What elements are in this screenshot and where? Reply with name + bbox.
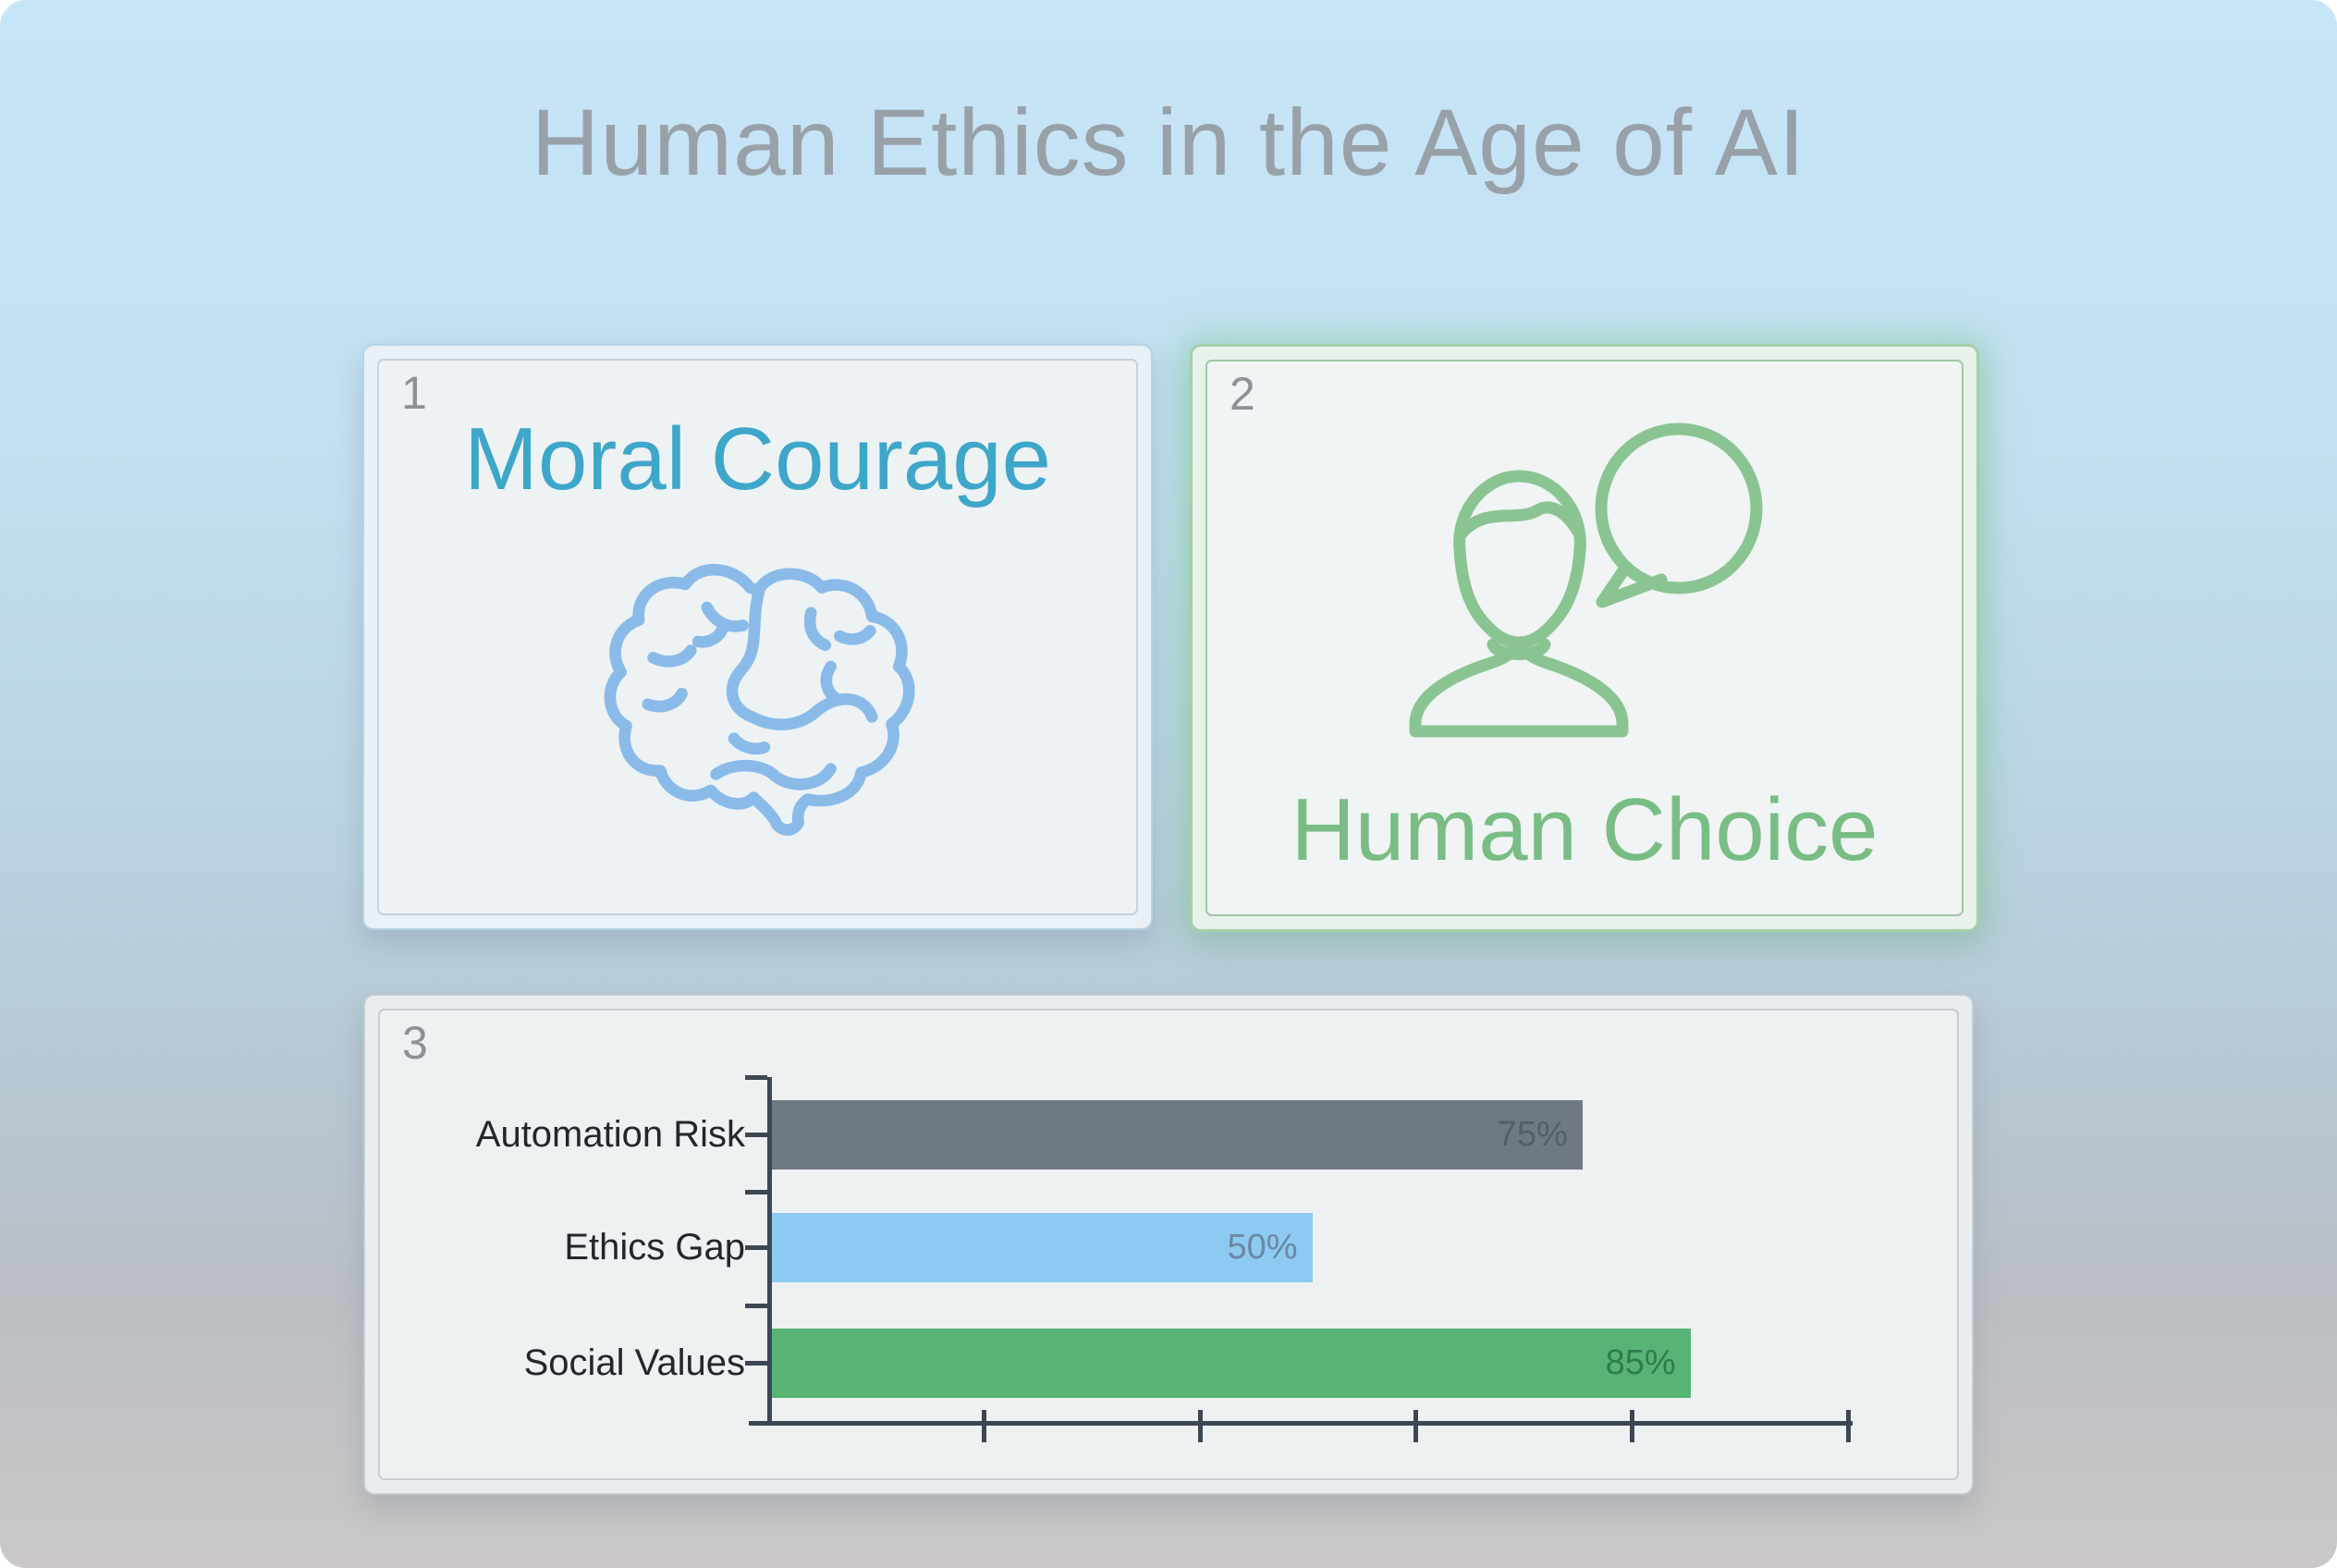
x-axis-line	[749, 1421, 1853, 1426]
slide-title: Human Ethics in the Age of AI	[531, 90, 1806, 195]
bar	[772, 1100, 1583, 1170]
bar-value-label: 75%	[1497, 1115, 1568, 1154]
card-number: 2	[1230, 368, 1255, 420]
bar-value-label: 85%	[1605, 1343, 1676, 1382]
category-label: Ethics Gap	[564, 1227, 745, 1268]
y-axis-line	[767, 1077, 772, 1426]
card-title-moral-courage: Moral Courage	[464, 410, 1051, 508]
card-number: 1	[401, 367, 427, 419]
card-human-choice: 2 Human Choice	[1190, 344, 1979, 932]
card-number: 3	[402, 1017, 428, 1069]
card-moral-courage: 1 Moral Courage	[362, 344, 1153, 930]
horizontal-bar-chart: 75% Automation Risk 50% Ethics Gap 85% Social…	[380, 1011, 1957, 1478]
person-speech-bubble-icon	[1409, 423, 1763, 738]
card-bar-chart: 3 75% Automation Risk 50% Ethics Gap 85% Soci…	[363, 994, 1974, 1495]
category-label: Automation Risk	[475, 1114, 745, 1155]
y-axis-tick	[745, 1361, 767, 1366]
bar	[772, 1329, 1691, 1398]
bar-value-label: 50%	[1227, 1228, 1298, 1267]
y-axis-tick	[745, 1304, 767, 1308]
x-axis-tick	[1630, 1410, 1635, 1442]
y-axis-tick	[745, 1190, 767, 1194]
card-title-human-choice: Human Choice	[1291, 780, 1878, 879]
x-axis-tick	[981, 1410, 986, 1442]
card-bar-chart-inner: 3 75% Automation Risk 50% Ethics Gap 85% Soci…	[378, 1009, 1959, 1480]
y-axis-tick	[745, 1075, 767, 1080]
y-axis-tick	[745, 1133, 767, 1137]
card-moral-courage-inner: 1 Moral Courage	[377, 359, 1138, 915]
category-label: Social Values	[523, 1342, 745, 1383]
bar	[772, 1213, 1313, 1282]
y-axis-tick	[745, 1245, 767, 1250]
brain-icon	[604, 564, 915, 836]
x-axis-tick	[1413, 1410, 1419, 1442]
x-axis-tick	[1197, 1410, 1203, 1442]
card-human-choice-inner: 2 Human Choice	[1205, 360, 1964, 916]
x-axis-tick	[1846, 1410, 1851, 1442]
